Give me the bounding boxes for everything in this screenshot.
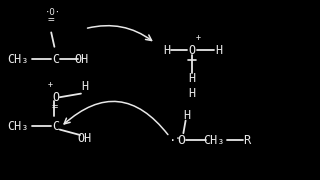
Text: O: O <box>188 44 196 57</box>
Text: +: + <box>48 80 53 89</box>
Text: CH₃: CH₃ <box>7 120 28 132</box>
Text: O: O <box>52 91 60 104</box>
Text: =: = <box>48 15 55 25</box>
Text: H: H <box>188 72 196 85</box>
Text: O: O <box>177 134 185 147</box>
Text: C: C <box>52 120 60 132</box>
Text: H: H <box>188 87 196 100</box>
Text: ·: · <box>175 134 180 144</box>
Text: H: H <box>163 44 170 57</box>
Text: H: H <box>216 44 223 57</box>
Text: CH₃: CH₃ <box>204 134 225 147</box>
Text: H: H <box>81 80 88 93</box>
Text: +: + <box>195 33 200 42</box>
Text: OH: OH <box>78 132 92 145</box>
Text: H: H <box>184 109 191 122</box>
Text: ·: · <box>169 134 177 147</box>
Text: =: = <box>51 102 58 112</box>
Text: R: R <box>243 134 250 147</box>
Text: ·O·: ·O· <box>45 8 61 17</box>
Text: C: C <box>52 53 60 66</box>
Text: CH₃: CH₃ <box>7 53 28 66</box>
Text: OH: OH <box>75 53 89 66</box>
